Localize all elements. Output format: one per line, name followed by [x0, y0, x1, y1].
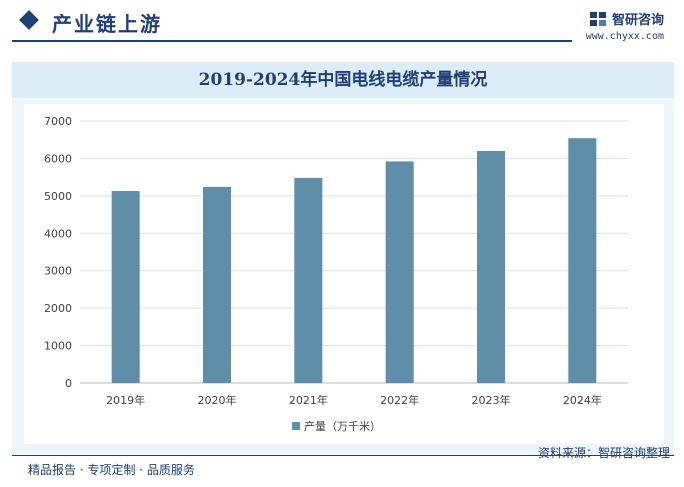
- x-tick-label: 2020年: [198, 393, 237, 407]
- header-divider: [12, 40, 572, 42]
- y-tick-label: 7000: [44, 115, 72, 128]
- brand-name: 智研咨询: [611, 13, 664, 28]
- bar: [568, 138, 597, 383]
- bar: [294, 177, 323, 383]
- bar: [477, 150, 505, 383]
- y-tick-label: 0: [65, 377, 72, 390]
- x-tick-label: 2023年: [472, 393, 511, 407]
- y-tick-label: 5000: [44, 190, 72, 203]
- footer-tagline: 精品报告 · 专项定制 · 品质服务: [28, 463, 195, 477]
- legend-swatch: [292, 422, 300, 430]
- y-tick-label: 3000: [44, 265, 72, 278]
- bar: [385, 161, 414, 383]
- brand-block: 智研咨询 www.chyxx.com: [586, 8, 664, 42]
- bar: [111, 190, 140, 383]
- bar: [203, 186, 231, 383]
- x-tick-label: 2024年: [563, 393, 602, 407]
- brand-url: www.chyxx.com: [585, 31, 664, 42]
- y-tick-label: 6000: [44, 152, 72, 165]
- section-title: 产业链上游: [52, 12, 162, 36]
- x-tick-label: 2021年: [289, 393, 328, 407]
- y-tick-label: 4000: [44, 227, 72, 240]
- legend-label: 产量（万千米）: [304, 419, 381, 433]
- y-tick-label: 1000: [44, 340, 72, 353]
- y-tick-label: 2000: [44, 302, 72, 315]
- footer-divider: [12, 455, 674, 456]
- page-header: 产业链上游 智研咨询 www.chyxx.com: [0, 0, 684, 46]
- brand-logo-icon: [589, 11, 606, 26]
- data-source: 资料来源：智研咨询整理: [537, 446, 670, 460]
- chart-title: 2019-2024年中国电线电缆产量情况: [12, 62, 674, 98]
- x-tick-label: 2022年: [380, 393, 419, 407]
- page-footer: 精品报告 · 专项定制 · 品质服务 资料来源：智研咨询整理: [0, 446, 684, 487]
- x-tick-label: 2019年: [106, 393, 145, 407]
